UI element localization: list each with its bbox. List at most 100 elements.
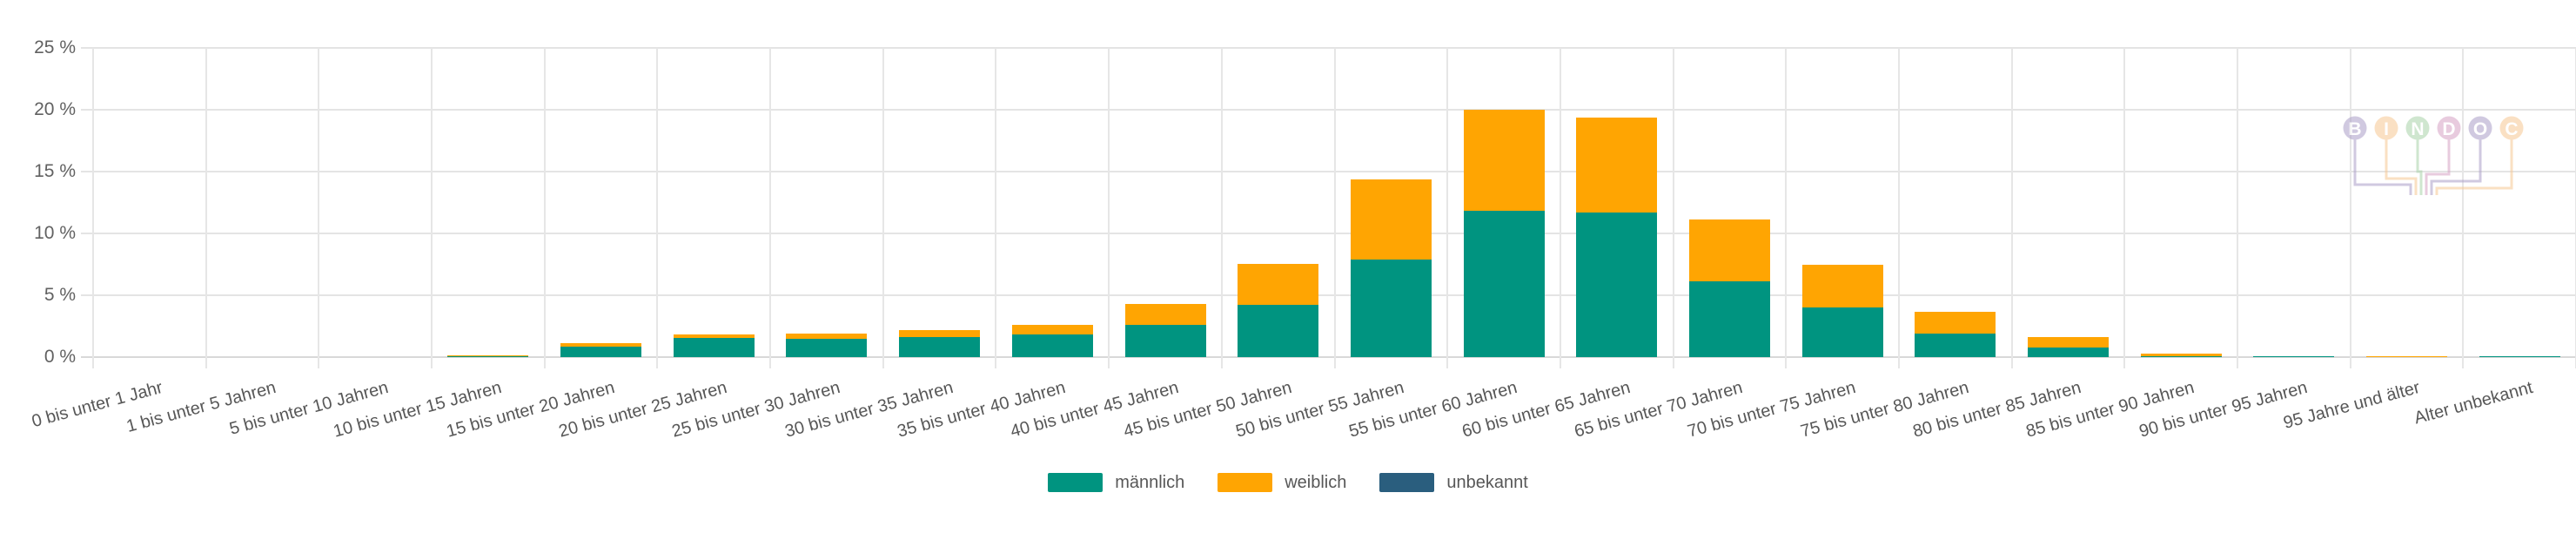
v-gridline [1108, 48, 1110, 368]
legend-item-männlich[interactable]: männlich [1048, 473, 1184, 493]
y-tick-label: 20 % [34, 99, 76, 119]
h-gridline [81, 47, 2576, 49]
logo-letter-circle [2468, 116, 2492, 140]
logo-letter-circle [2499, 116, 2524, 140]
h-gridline [81, 171, 2576, 172]
y-tick-label: 5 % [44, 285, 76, 305]
bar-weiblich[interactable] [673, 334, 755, 338]
v-gridline [2462, 48, 2465, 368]
bar-männlich[interactable] [1124, 325, 1206, 357]
logo-letter: N [2411, 119, 2424, 139]
bar-männlich[interactable] [2140, 356, 2222, 357]
legend-label: weiblich [1285, 472, 1347, 492]
legend-item-weiblich[interactable]: weiblich [1218, 473, 1346, 493]
logo-letter: I [2384, 119, 2389, 139]
bar-weiblich[interactable] [1238, 264, 1319, 306]
y-tick-label: 10 % [34, 223, 76, 243]
logo-letter: C [2505, 119, 2518, 139]
v-gridline [205, 48, 207, 368]
v-gridline [1559, 48, 1561, 368]
logo-connector-line [2353, 139, 2412, 195]
logo-letter: D [2442, 119, 2455, 139]
y-tick-label: 15 % [34, 161, 76, 181]
bar-weiblich[interactable] [899, 330, 981, 338]
bar-weiblich[interactable] [1011, 325, 1093, 335]
logo-connector-line [2416, 139, 2423, 195]
logo-connector-line [2385, 139, 2418, 195]
bar-weiblich[interactable] [1915, 312, 1996, 334]
bar-männlich[interactable] [1238, 305, 1319, 357]
bar-männlich[interactable] [1350, 260, 1432, 357]
bar-männlich[interactable] [2253, 356, 2335, 357]
bar-weiblich[interactable] [560, 342, 642, 347]
bar-männlich[interactable] [1915, 334, 1996, 357]
bar-männlich[interactable] [447, 356, 529, 357]
logo-letter-circle [2405, 116, 2430, 140]
v-gridline [769, 48, 772, 368]
y-tick-label: 0 % [44, 347, 76, 367]
bar-weiblich[interactable] [447, 355, 529, 357]
logo-letter: O [2473, 119, 2487, 139]
bar-weiblich[interactable] [2366, 356, 2447, 357]
h-gridline [81, 109, 2576, 111]
v-gridline [92, 48, 94, 368]
bar-weiblich[interactable] [786, 333, 868, 339]
v-gridline [318, 48, 320, 368]
v-gridline [656, 48, 659, 368]
bar-männlich[interactable] [1463, 211, 1545, 357]
h-gridline [81, 294, 2576, 296]
legend-label: unbekannt [1446, 472, 1528, 492]
v-gridline [1333, 48, 1336, 368]
v-gridline [1785, 48, 1788, 368]
bar-weiblich[interactable] [1801, 265, 1883, 308]
bar-männlich[interactable] [1011, 334, 1093, 357]
logo-letter-circle [2437, 116, 2461, 140]
h-gridline [81, 356, 2576, 358]
bar-männlich[interactable] [2479, 356, 2560, 357]
bar-männlich[interactable] [899, 337, 981, 357]
bar-weiblich[interactable] [2027, 336, 2109, 348]
legend-swatch-icon [1379, 473, 1435, 492]
logo-connector-line [2425, 139, 2451, 195]
v-gridline [995, 48, 997, 368]
bar-männlich[interactable] [786, 339, 868, 357]
bar-männlich[interactable] [560, 347, 642, 357]
bar-weiblich[interactable] [2140, 353, 2222, 356]
bar-männlich[interactable] [2027, 348, 2109, 357]
v-gridline [1672, 48, 1674, 368]
h-gridline [81, 233, 2576, 234]
v-gridline [2236, 48, 2238, 368]
v-gridline [1220, 48, 1223, 368]
bar-weiblich[interactable] [1463, 110, 1545, 212]
bar-männlich[interactable] [1576, 213, 1658, 357]
v-gridline [882, 48, 884, 368]
logo-connector-line [2435, 139, 2513, 195]
v-gridline [2123, 48, 2126, 368]
legend-item-unbekannt[interactable]: unbekannt [1379, 472, 1528, 493]
logo-letter-circle [2343, 116, 2367, 140]
bar-weiblich[interactable] [1350, 179, 1432, 260]
bar-männlich[interactable] [1688, 281, 1770, 357]
legend-swatch-icon [1218, 473, 1273, 492]
logo-letter-circle [2374, 116, 2398, 140]
bar-weiblich[interactable] [1576, 117, 1658, 213]
bar-männlich[interactable] [673, 338, 755, 357]
legend: männlich weiblich unbekannt [0, 467, 2576, 498]
v-gridline [2349, 48, 2351, 368]
logo-connector-line [2430, 139, 2482, 195]
v-gridline [2010, 48, 2013, 368]
legend-swatch-icon [1048, 473, 1104, 492]
y-tick-label: 25 % [34, 37, 76, 57]
x-tick-label: Alter unbekannt [2412, 378, 2535, 429]
logo-letter: B [2348, 119, 2361, 139]
bar-männlich[interactable] [1801, 307, 1883, 357]
v-gridline [1446, 48, 1449, 368]
bar-weiblich[interactable] [1124, 304, 1206, 326]
v-gridline [543, 48, 546, 368]
v-gridline [1897, 48, 1900, 368]
v-gridline [431, 48, 433, 368]
bar-weiblich[interactable] [1688, 219, 1770, 282]
legend-label: männlich [1115, 472, 1185, 492]
